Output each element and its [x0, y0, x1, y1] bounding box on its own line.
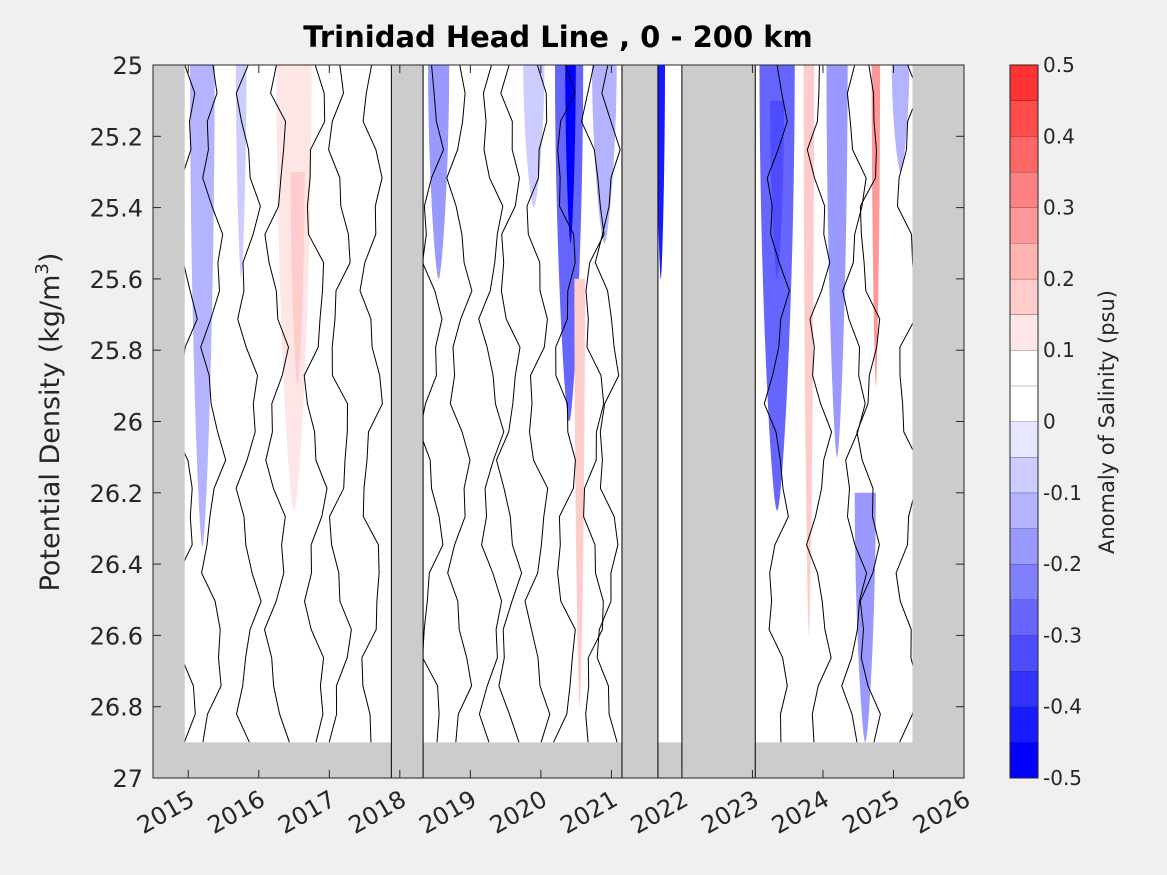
contour-line-13	[553, 65, 576, 743]
colorbar-tick-label-0: 0.5	[1043, 53, 1075, 77]
colorbar-segment-8	[1010, 492, 1038, 529]
colorbar-tick-label-7: -0.2	[1043, 552, 1082, 576]
no-data-period-2	[391, 65, 424, 778]
anomaly-patch-21	[891, 65, 910, 172]
contour-line-8	[419, 65, 445, 743]
colorbar-segment-4	[1010, 635, 1038, 672]
y-tick-label-5: 26	[112, 409, 143, 437]
y-tick-label-10: 27	[112, 765, 143, 793]
anomaly-patch-7	[454, 65, 487, 565]
contour-line-14	[580, 65, 605, 743]
anomaly-patch-14	[656, 65, 665, 279]
contour-line-17	[805, 65, 833, 743]
y-tick-label-4: 25.8	[90, 337, 143, 365]
colorbar-tick-label-9: -0.4	[1043, 695, 1082, 719]
colorbar-segment-5	[1010, 599, 1038, 636]
contour-line-19	[856, 65, 881, 743]
colorbar-tick-label-3: 0.2	[1043, 267, 1075, 291]
colorbar-tick-label-6: -0.1	[1043, 481, 1082, 505]
colorbar-segment-15	[1010, 243, 1038, 279]
contour-line-20	[895, 65, 920, 743]
anomaly-patch-1	[190, 65, 215, 547]
colorbar-tick-label-8: -0.3	[1043, 623, 1082, 647]
anomaly-patch-20	[871, 65, 881, 386]
no-data-period-4	[681, 65, 756, 778]
no-data-mask	[153, 65, 964, 778]
no-data-gap-outline-1	[390, 65, 424, 778]
contour-line-10	[478, 65, 505, 743]
no-data-gap-outline-2	[621, 65, 659, 778]
colorbar-segment-18	[1010, 136, 1038, 172]
contour-line-4	[263, 65, 290, 743]
colorbar-segment-7	[1010, 528, 1038, 565]
colorbar-segment-3	[1010, 671, 1038, 707]
colorbar-segment-13	[1010, 314, 1038, 351]
colorbar-segment-20	[1010, 65, 1038, 101]
colorbar-segment-2	[1010, 706, 1038, 743]
y-tick-label-7: 26.4	[90, 551, 143, 579]
anomaly-patch-4	[290, 171, 305, 386]
colorbar-segment-10	[1010, 421, 1038, 458]
contour-line-6	[328, 65, 352, 743]
chart-title: Trinidad Head Line , 0 - 200 km	[303, 20, 812, 54]
no-data-gap-outline-3	[681, 65, 756, 778]
colorbar-segment-19	[1010, 100, 1038, 137]
y-tick-label-6: 26.2	[90, 480, 143, 508]
colorbar-tick-label-1: 0.4	[1043, 124, 1075, 148]
contour-line-7	[359, 65, 383, 743]
contour-line-9	[446, 65, 473, 743]
no-data-bottom-band	[153, 742, 964, 778]
anomaly-patch-17	[803, 65, 815, 636]
contour-line-3	[235, 65, 262, 743]
colorbar-tick-label-5: 0	[1043, 410, 1056, 434]
colorbar-segment-9	[1010, 457, 1038, 493]
contour-line-12	[524, 65, 551, 743]
no-data-period-3	[621, 65, 658, 778]
y-tick-label-8: 26.6	[90, 622, 143, 650]
y-tick-label-3: 25.6	[90, 266, 143, 294]
y-tick-label-0: 25	[112, 52, 143, 80]
anomaly-patch-12	[574, 278, 585, 707]
colorbar-segment-11	[1010, 385, 1038, 422]
colorbar-segment-17	[1010, 171, 1038, 208]
y-tick-label-1: 25.2	[90, 123, 143, 151]
anomaly-patch-18	[826, 65, 848, 458]
no-data-period-5	[912, 65, 964, 778]
contour-line-11	[495, 65, 523, 743]
anomaly-patch-13	[591, 65, 617, 244]
anomaly-patch-8	[491, 136, 513, 493]
contour-line-16	[763, 65, 790, 743]
anomaly-patch-2	[235, 65, 247, 279]
anomaly-patch-5	[341, 65, 374, 422]
colorbar: 0.5 0.4 0.3 0.2 0.1 0 -0.1 -0.2 -0.3 -0.4 -0.5	[1009, 53, 1082, 790]
colorbar-segment-1	[1010, 742, 1038, 778]
colorbar-tick-label-10: -0.5	[1043, 766, 1082, 790]
y-tick-label-2: 25.4	[90, 195, 143, 223]
y-tick-label-9: 26.8	[90, 694, 143, 722]
anomaly-patch-6	[428, 65, 450, 279]
colorbar-segment-14	[1010, 278, 1038, 315]
contour-line-5	[303, 65, 328, 743]
contour-line-15	[594, 65, 621, 743]
anomaly-field	[190, 65, 910, 743]
contour-line-18	[841, 65, 868, 743]
y-axis: 25 25.2 25.4 25.6 25.8 26 26.2 26.4 26.6 26.8 27	[90, 52, 964, 793]
contour-line-2	[200, 65, 227, 743]
colorbar-label: Anomaly of Salinity (psu)	[1095, 290, 1119, 554]
colorbar-segment-16	[1010, 207, 1038, 244]
colorbar-segment-12	[1010, 350, 1038, 386]
y-axis-label: Potential Density (kg/m3)	[32, 253, 66, 592]
colorbar-segment-6	[1010, 564, 1038, 600]
colorbar-tick-label-2: 0.3	[1043, 196, 1075, 220]
anomaly-patch-16	[770, 100, 785, 279]
colorbar-tick-label-4: 0.1	[1043, 338, 1075, 362]
colorbar-frame	[1009, 64, 1039, 779]
anomaly-patch-11	[565, 65, 576, 244]
anomaly-patch-19	[854, 492, 876, 743]
